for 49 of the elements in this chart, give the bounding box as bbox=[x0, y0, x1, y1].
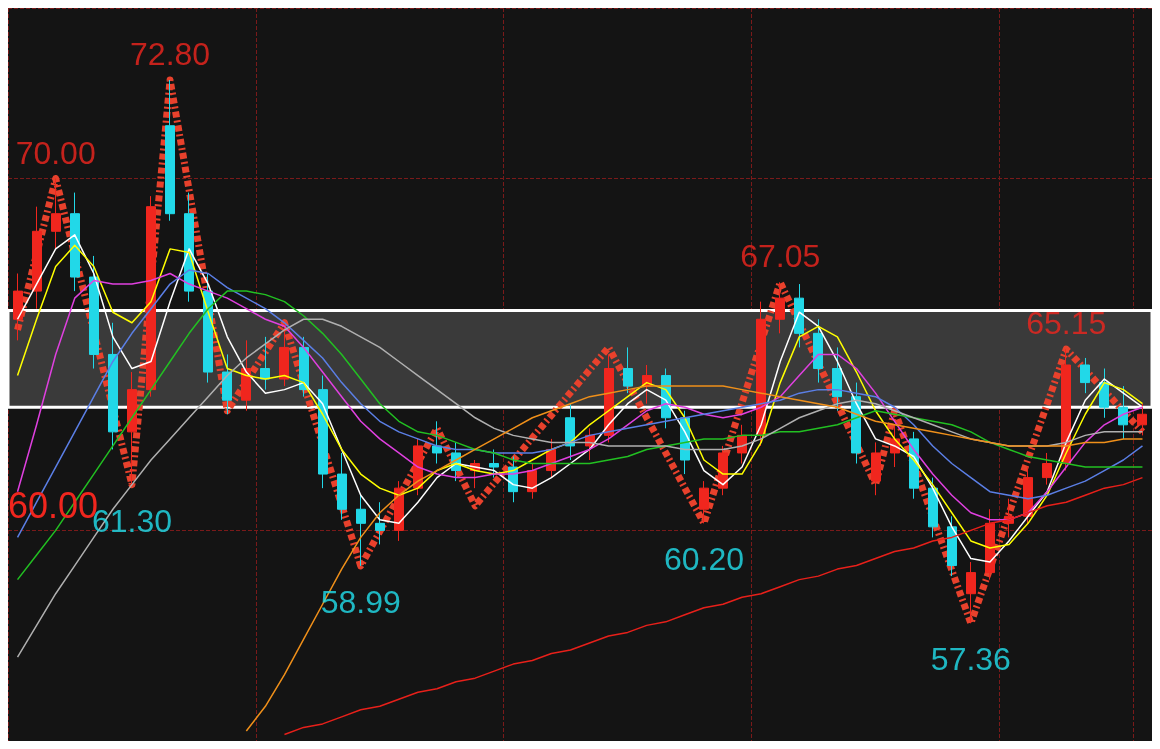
candlestick bbox=[1099, 368, 1109, 419]
candlestick bbox=[623, 346, 633, 394]
candlestick bbox=[928, 477, 938, 538]
candlestick bbox=[108, 322, 118, 450]
candlestick bbox=[565, 403, 575, 461]
candlestick bbox=[699, 480, 709, 524]
annotation: 58.99 bbox=[320, 583, 401, 620]
candlestick bbox=[1137, 403, 1147, 436]
candlestick bbox=[356, 494, 366, 567]
annotation: 60.20 bbox=[663, 541, 744, 578]
candlestick bbox=[89, 255, 99, 370]
candlestick bbox=[127, 371, 137, 486]
annotation: 57.36 bbox=[930, 641, 1011, 678]
candlestick bbox=[32, 206, 42, 310]
candlestick bbox=[222, 353, 232, 415]
candlestick bbox=[1004, 498, 1014, 538]
candlestick bbox=[527, 463, 537, 500]
candlestick bbox=[203, 273, 213, 384]
candlestick bbox=[794, 283, 804, 348]
candlestick bbox=[985, 508, 995, 581]
candlestick bbox=[756, 301, 766, 447]
candlestick bbox=[966, 561, 976, 624]
candlestick bbox=[871, 441, 881, 496]
candlestick bbox=[51, 178, 61, 250]
candlestick bbox=[775, 281, 785, 334]
candlestick bbox=[318, 375, 328, 489]
candlestick bbox=[394, 480, 404, 542]
candlestick bbox=[1080, 357, 1090, 394]
candlestick bbox=[375, 501, 385, 545]
candlestick bbox=[1042, 452, 1052, 486]
candlestick bbox=[832, 346, 842, 412]
candlestick bbox=[241, 339, 251, 412]
candlestick bbox=[813, 318, 823, 384]
annotation: 65.15 bbox=[1026, 305, 1107, 342]
candlestick bbox=[337, 452, 347, 521]
candlestick bbox=[489, 448, 499, 479]
annotation: 67.05 bbox=[740, 238, 821, 275]
candlestick bbox=[432, 420, 442, 465]
candlestick bbox=[299, 336, 309, 398]
annotation: 70.00 bbox=[15, 134, 96, 171]
candlestick bbox=[165, 79, 175, 222]
candlestick bbox=[146, 195, 156, 398]
candlestick bbox=[260, 336, 270, 391]
candlestick bbox=[13, 273, 23, 341]
candlestick bbox=[1118, 385, 1128, 440]
candlestick bbox=[947, 515, 957, 577]
candlestick bbox=[279, 322, 289, 387]
annotation: 72.80 bbox=[130, 35, 211, 72]
candlestick bbox=[70, 192, 80, 292]
